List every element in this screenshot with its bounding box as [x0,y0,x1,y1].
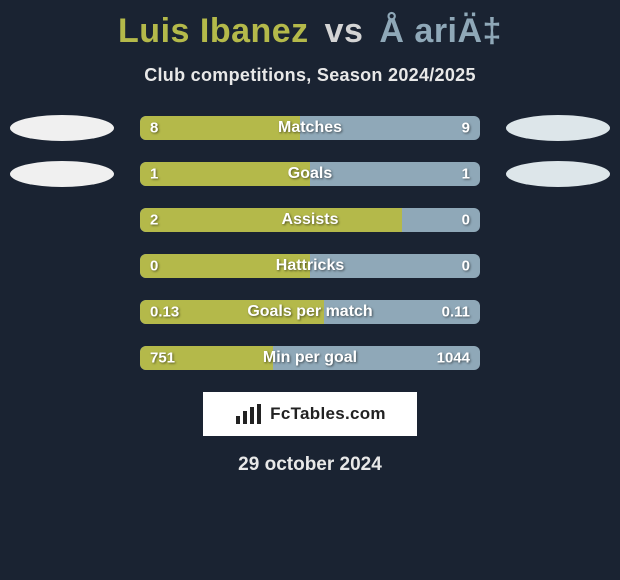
stat-left-value: 1 [150,166,158,183]
ellipse-spacer [506,253,610,279]
ellipse-spacer [10,299,114,325]
player2-ellipse-icon [506,115,610,141]
stat-bar: 0.13 Goals per match 0.11 [140,300,480,324]
ellipse-spacer [506,207,610,233]
stat-bar: 0 Hattricks 0 [140,254,480,278]
stat-label: Goals [288,165,332,183]
stat-left-value: 751 [150,350,175,367]
ellipse-spacer [10,345,114,371]
stat-left-value: 2 [150,212,158,229]
stat-label: Goals per match [247,303,372,321]
stat-bar-fill [140,208,402,232]
stat-right-value: 0.11 [442,304,470,321]
ellipse-spacer [10,253,114,279]
stat-row: 8 Matches 9 [0,116,620,140]
stat-label: Min per goal [263,349,357,367]
stat-bar: 751 Min per goal 1044 [140,346,480,370]
stat-label: Assists [282,211,339,229]
player1-name: Luis Ibanez [118,12,309,50]
stat-left-value: 0.13 [150,304,179,321]
player2-name: Å ariÄ‡ [379,12,502,50]
stat-row: 751 Min per goal 1044 [0,346,620,370]
page-title: Luis Ibanez vs Å ariÄ‡ [0,0,620,51]
stat-left-value: 0 [150,258,158,275]
ellipse-spacer [506,345,610,371]
player1-ellipse-icon [10,161,114,187]
stat-bar-fill [140,116,300,140]
vs-text: vs [325,12,364,50]
stat-rows: 8 Matches 9 1 Goals 1 2 Assists [0,116,620,370]
stat-right-value: 0 [462,258,470,275]
stat-row: 0 Hattricks 0 [0,254,620,278]
stat-bar-fill [140,162,310,186]
ellipse-spacer [10,207,114,233]
stat-bar: 1 Goals 1 [140,162,480,186]
bar-chart-icon [234,404,264,424]
stat-right-value: 1 [462,166,470,183]
ellipse-spacer [506,299,610,325]
stat-bar: 8 Matches 9 [140,116,480,140]
stat-left-value: 8 [150,120,158,137]
stat-row: 0.13 Goals per match 0.11 [0,300,620,324]
stat-bar: 2 Assists 0 [140,208,480,232]
stat-row: 2 Assists 0 [0,208,620,232]
stat-row: 1 Goals 1 [0,162,620,186]
brand-logo: FcTables.com [203,392,417,436]
stat-right-value: 0 [462,212,470,229]
footer-date: 29 october 2024 [0,454,620,476]
player2-ellipse-icon [506,161,610,187]
stat-label: Hattricks [276,257,344,275]
stat-right-value: 9 [462,120,470,137]
subtitle: Club competitions, Season 2024/2025 [0,65,620,86]
comparison-card: Luis Ibanez vs Å ariÄ‡ Club competitions… [0,0,620,580]
player1-ellipse-icon [10,115,114,141]
stat-label: Matches [278,119,342,137]
stat-right-value: 1044 [437,350,470,367]
brand-text: FcTables.com [270,404,386,424]
